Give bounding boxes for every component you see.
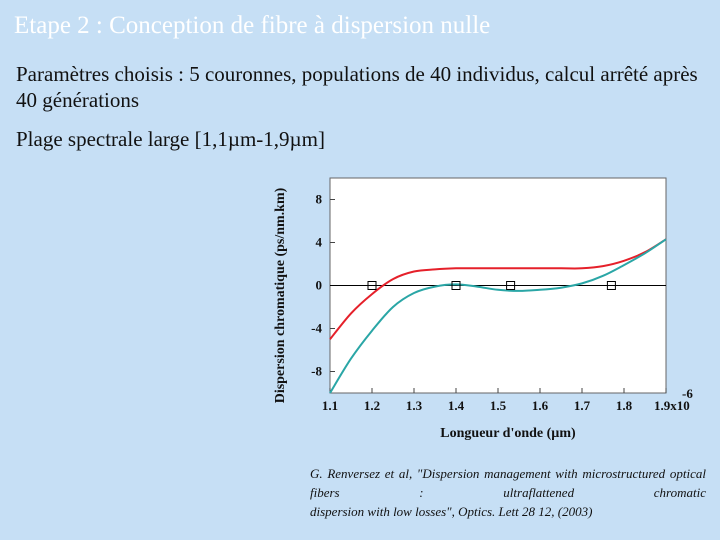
x-tick-label: 1.7 [574,398,591,413]
zero-crossing-marker [606,281,616,290]
zero-crossing-marker [506,281,516,290]
slide-title: Etape 2 : Conception de fibre à dispersi… [14,12,491,39]
x-axis-title: Longueur d'onde (µm) [440,426,576,441]
x-tick-label: 1.1 [322,398,338,413]
zero-crossing-marker [367,281,377,290]
y-tick-label: 8 [316,192,323,207]
y-tick-label: 0 [316,278,323,293]
parameters-text: Paramètres choisis : 5 couronnes, popula… [16,62,698,112]
citation-line-1: G. Renversez et al, "Dispersion manageme… [310,466,706,500]
x-tick-label: 1.4 [448,398,465,413]
dispersion-chart: -8 -4 0 4 8 1.1 1.2 1.3 1.4 1.5 1.6 1.7 1.8 1.9x10 -6… [273,177,693,441]
y-axis-title: Dispersion chromatique (ps/nm.km) [273,187,288,403]
marker-layer [367,281,616,290]
y-tick-label: 4 [316,235,323,250]
x-tick-label: 1.6 [532,398,549,413]
x-tick-label: 1.8 [616,398,633,413]
x-tick-label: 1.3 [406,398,423,413]
x-tick-label: 1.5 [490,398,507,413]
series-layer [329,238,667,394]
citation: G. Renversez et al, "Dispersion manageme… [310,464,706,521]
axis-ticks [329,199,667,393]
citation-line-2: dispersion with low losses", Optics. Let… [310,504,593,519]
x-tick-label: 1.2 [364,398,380,413]
series-line-2 [329,238,667,394]
y-tick-label: -8 [311,364,322,379]
x-exponent-label: -6 [682,386,693,401]
x-tick-label: 1.9x10 [654,398,690,413]
series-line-1 [329,238,667,340]
spectral-range-text: Plage spectrale large [1,1µm-1,9µm] [16,127,325,151]
zero-crossing-marker [451,281,461,290]
tick-labels: -8 -4 0 4 8 1.1 1.2 1.3 1.4 1.5 1.6 1.7 1.8 1.9x10 [311,192,690,414]
y-tick-label: -4 [311,321,322,336]
